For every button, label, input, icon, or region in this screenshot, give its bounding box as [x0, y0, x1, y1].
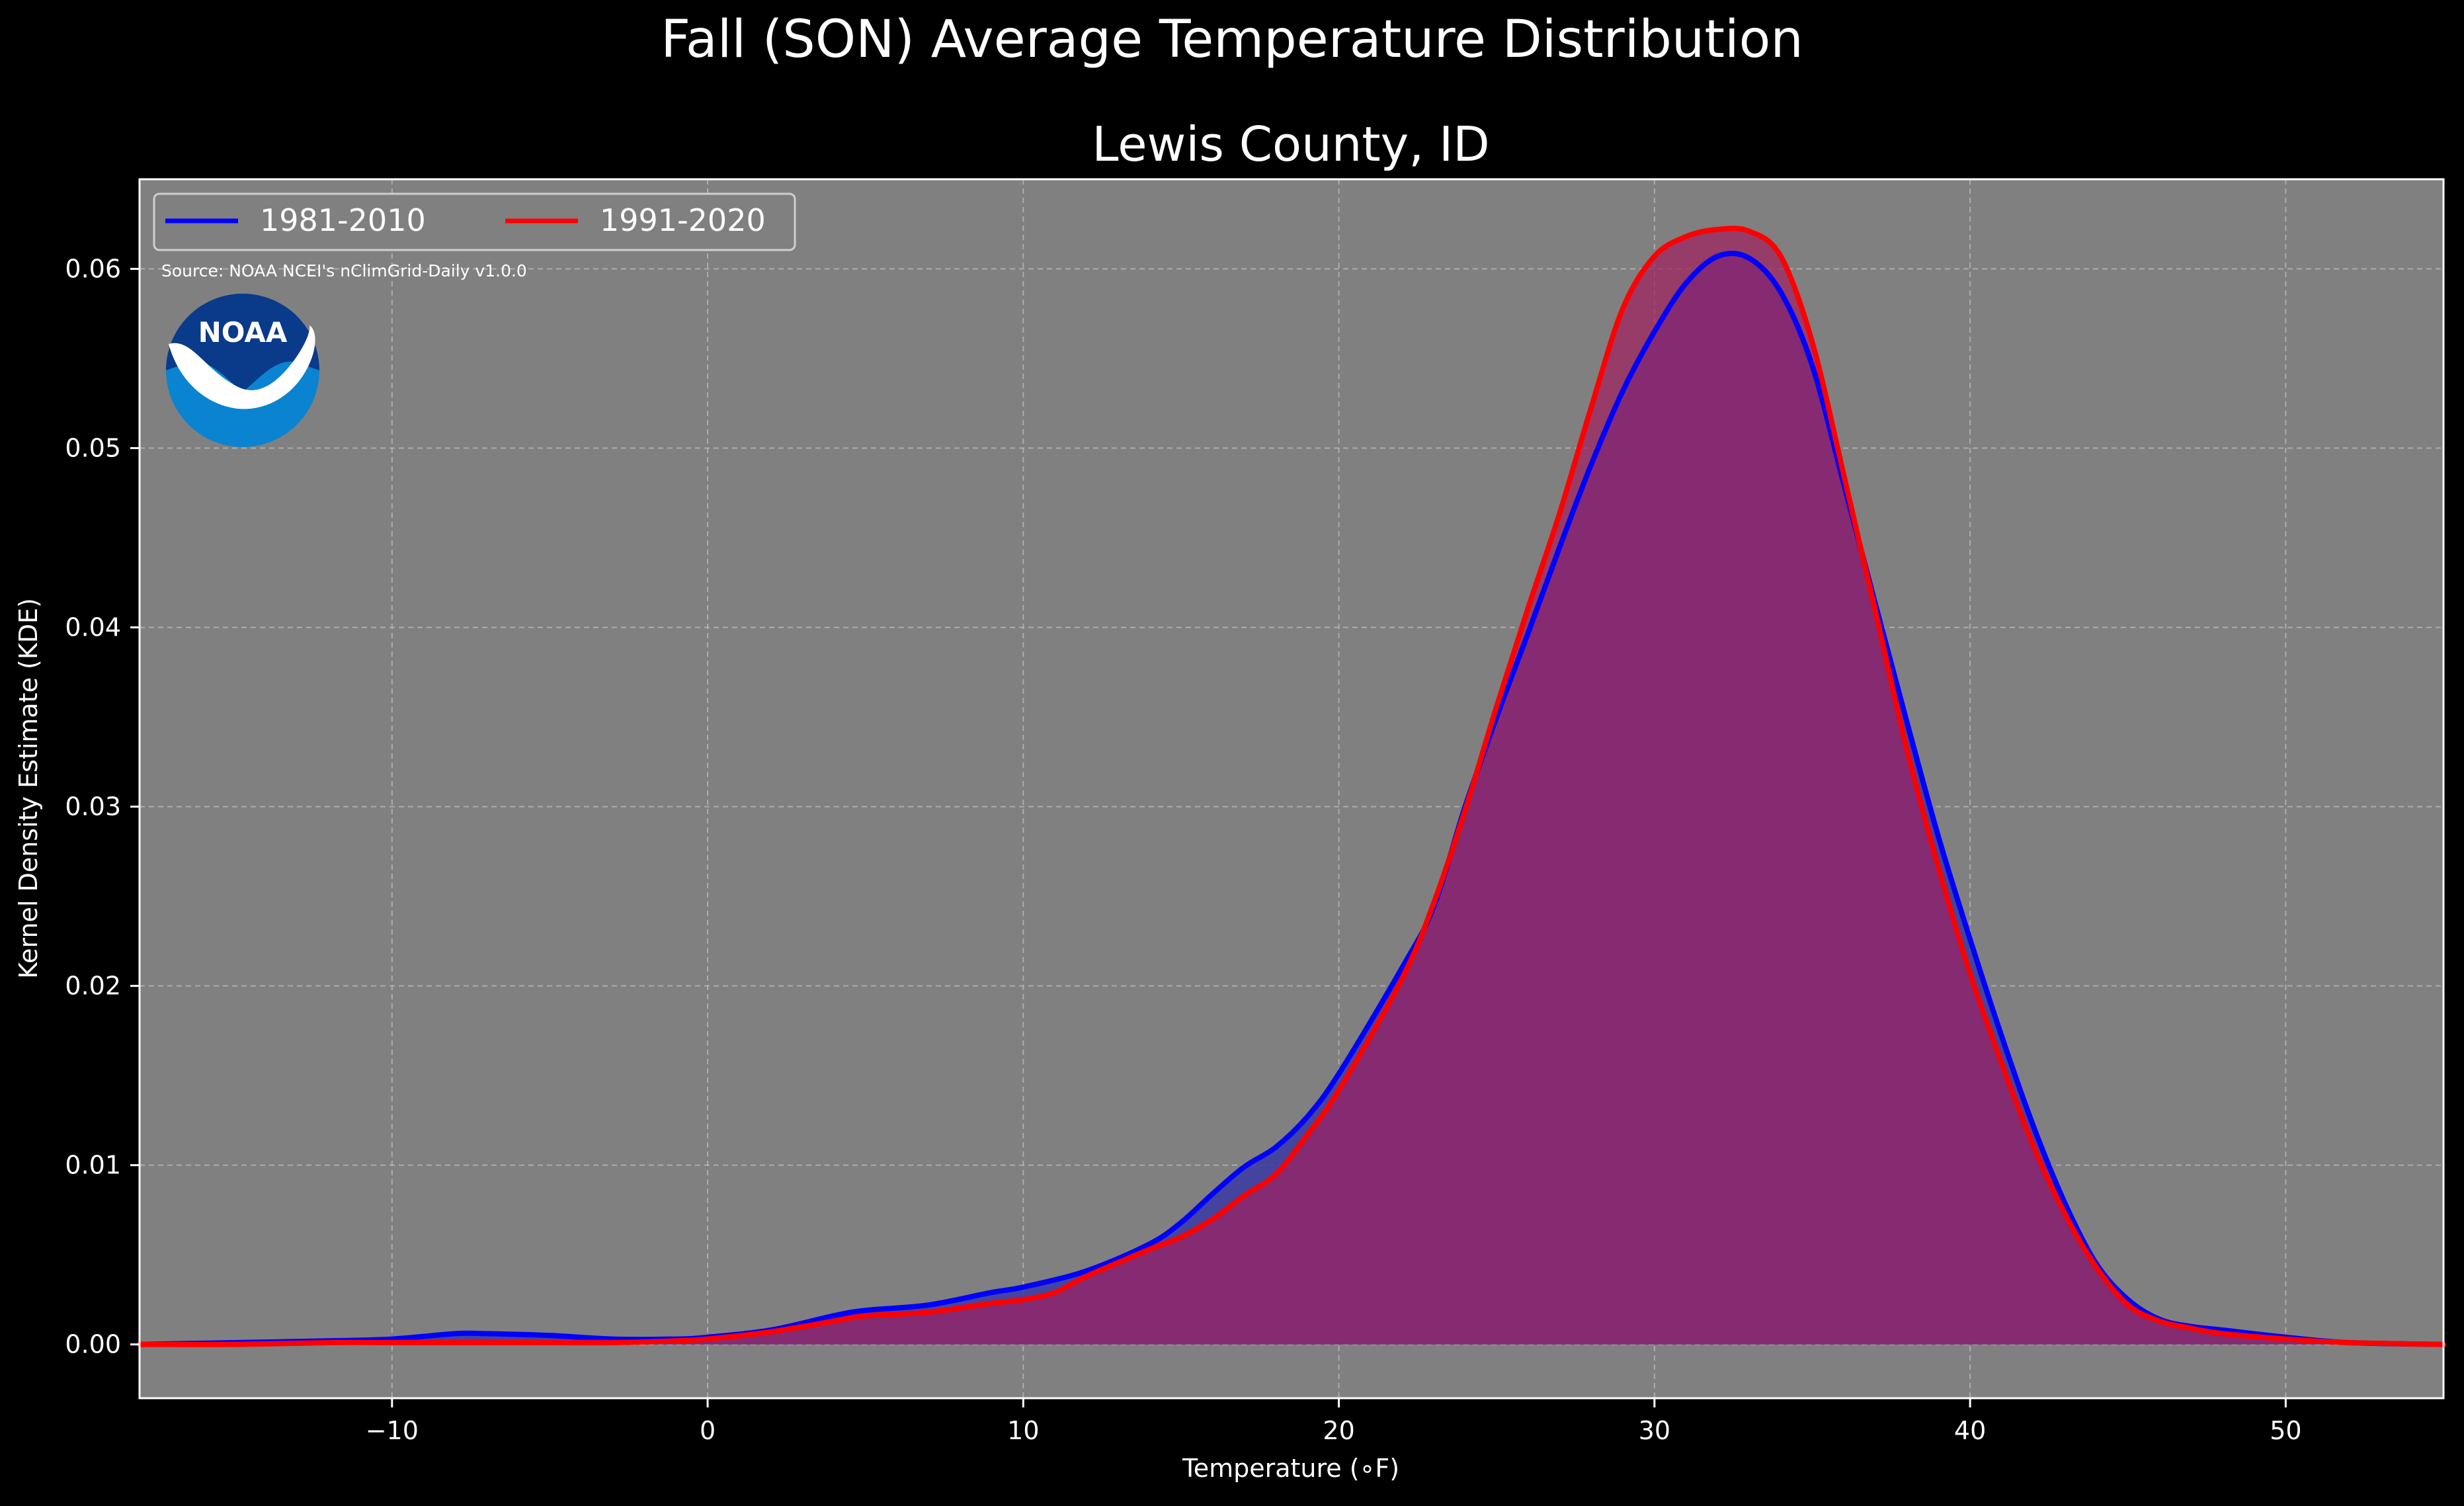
series-layer: [137, 226, 2446, 1347]
axes-title: Lewis County, ID: [1092, 116, 1489, 172]
y-tick-label: 0.06: [65, 255, 121, 284]
x-tick-label: −10: [366, 1416, 419, 1445]
x-tick-label: 40: [1954, 1416, 1986, 1445]
x-tick-label: 20: [1323, 1416, 1354, 1445]
x-axis-label: Temperature (∘F): [1182, 1454, 1399, 1483]
y-tick-label: 0.05: [65, 434, 121, 463]
noaa-logo-upper: [166, 294, 319, 392]
x-tick-label: 10: [1007, 1416, 1039, 1445]
y-tick-label: 0.02: [65, 972, 121, 1001]
source-note: Source: NOAA NCEI's nClimGrid-Daily v1.0…: [161, 261, 527, 280]
legend-label-1981-2010: 1981-2010: [260, 202, 426, 238]
noaa-logo-gull-icon: [169, 325, 315, 409]
legend-label-1991-2020: 1991-2020: [600, 202, 766, 238]
x-tick-label: 30: [1639, 1416, 1670, 1445]
area-fill-1991-2020: [140, 228, 2443, 1345]
legend-box: [153, 192, 796, 251]
axis-ticks: −10 0 10 20 30 40 50 0.00 0.01 0.02 0.03 0.04 0.05 0.…: [65, 255, 2301, 1445]
y-tick-label: 0.00: [65, 1330, 121, 1359]
y-tick-label: 0.01: [65, 1151, 121, 1180]
noaa-logo: NOAA: [166, 294, 319, 447]
y-tick-label: 0.03: [65, 792, 121, 821]
x-tick-label: 0: [700, 1416, 716, 1445]
noaa-logo-text: NOAA: [198, 316, 288, 349]
plot-frame: [138, 178, 2445, 1400]
series-line-1991-2020: [137, 226, 2446, 1347]
legend: 1981-2010 1991-2020: [153, 192, 796, 251]
y-tick-label: 0.04: [65, 613, 121, 642]
x-tick-label: 50: [2270, 1416, 2301, 1445]
y-axis-label: Kernel Density Estimate (KDE): [14, 598, 43, 979]
figure-suptitle: Fall (SON) Average Temperature Distribut…: [661, 10, 1803, 69]
